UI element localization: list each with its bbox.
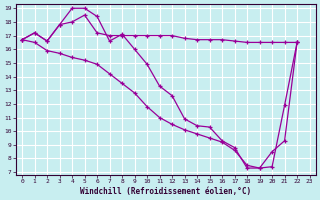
X-axis label: Windchill (Refroidissement éolien,°C): Windchill (Refroidissement éolien,°C) [80, 187, 252, 196]
